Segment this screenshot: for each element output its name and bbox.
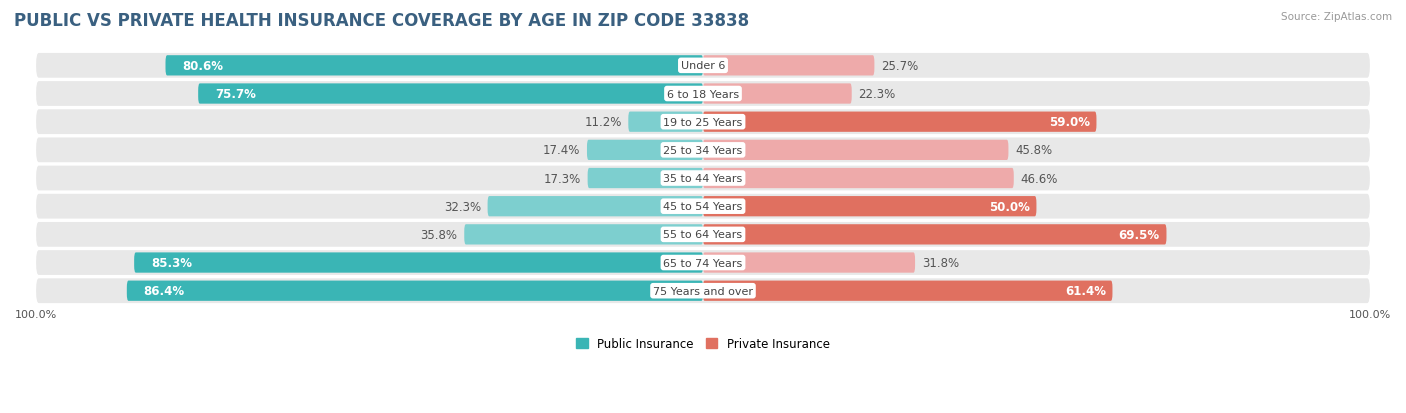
- FancyBboxPatch shape: [703, 112, 1097, 133]
- FancyBboxPatch shape: [703, 140, 1008, 161]
- Text: 22.3%: 22.3%: [859, 88, 896, 101]
- Text: 45 to 54 Years: 45 to 54 Years: [664, 202, 742, 212]
- FancyBboxPatch shape: [37, 82, 1369, 107]
- FancyBboxPatch shape: [37, 110, 1369, 135]
- Text: 65 to 74 Years: 65 to 74 Years: [664, 258, 742, 268]
- Text: 17.3%: 17.3%: [544, 172, 581, 185]
- FancyBboxPatch shape: [588, 169, 703, 189]
- Text: 25.7%: 25.7%: [882, 60, 918, 73]
- FancyBboxPatch shape: [37, 251, 1369, 275]
- Text: 25 to 34 Years: 25 to 34 Years: [664, 145, 742, 155]
- FancyBboxPatch shape: [703, 84, 852, 104]
- FancyBboxPatch shape: [488, 197, 703, 217]
- Text: 85.3%: 85.3%: [150, 256, 191, 269]
- Text: 35 to 44 Years: 35 to 44 Years: [664, 173, 742, 184]
- Text: 69.5%: 69.5%: [1119, 228, 1160, 241]
- FancyBboxPatch shape: [703, 225, 1167, 245]
- Text: 46.6%: 46.6%: [1021, 172, 1057, 185]
- Legend: Public Insurance, Private Insurance: Public Insurance, Private Insurance: [571, 332, 835, 355]
- FancyBboxPatch shape: [586, 140, 703, 161]
- FancyBboxPatch shape: [37, 195, 1369, 219]
- Text: Under 6: Under 6: [681, 61, 725, 71]
- FancyBboxPatch shape: [37, 279, 1369, 304]
- Text: Source: ZipAtlas.com: Source: ZipAtlas.com: [1281, 12, 1392, 22]
- FancyBboxPatch shape: [134, 253, 703, 273]
- FancyBboxPatch shape: [166, 56, 703, 76]
- Text: 11.2%: 11.2%: [585, 116, 621, 129]
- Text: 80.6%: 80.6%: [183, 60, 224, 73]
- Text: 17.4%: 17.4%: [543, 144, 581, 157]
- Text: 75 Years and over: 75 Years and over: [652, 286, 754, 296]
- FancyBboxPatch shape: [37, 223, 1369, 247]
- FancyBboxPatch shape: [703, 281, 1112, 301]
- FancyBboxPatch shape: [37, 54, 1369, 78]
- Text: PUBLIC VS PRIVATE HEALTH INSURANCE COVERAGE BY AGE IN ZIP CODE 33838: PUBLIC VS PRIVATE HEALTH INSURANCE COVER…: [14, 12, 749, 30]
- FancyBboxPatch shape: [703, 253, 915, 273]
- FancyBboxPatch shape: [37, 138, 1369, 163]
- Text: 35.8%: 35.8%: [420, 228, 457, 241]
- FancyBboxPatch shape: [703, 169, 1014, 189]
- FancyBboxPatch shape: [628, 112, 703, 133]
- Text: 32.3%: 32.3%: [444, 200, 481, 213]
- FancyBboxPatch shape: [37, 166, 1369, 191]
- Text: 86.4%: 86.4%: [143, 285, 184, 297]
- FancyBboxPatch shape: [703, 56, 875, 76]
- FancyBboxPatch shape: [127, 281, 703, 301]
- Text: 59.0%: 59.0%: [1049, 116, 1090, 129]
- Text: 75.7%: 75.7%: [215, 88, 256, 101]
- FancyBboxPatch shape: [703, 197, 1036, 217]
- Text: 31.8%: 31.8%: [922, 256, 959, 269]
- Text: 45.8%: 45.8%: [1015, 144, 1052, 157]
- Text: 55 to 64 Years: 55 to 64 Years: [664, 230, 742, 240]
- FancyBboxPatch shape: [198, 84, 703, 104]
- Text: 50.0%: 50.0%: [988, 200, 1029, 213]
- Text: 6 to 18 Years: 6 to 18 Years: [666, 89, 740, 99]
- Text: 19 to 25 Years: 19 to 25 Years: [664, 117, 742, 127]
- FancyBboxPatch shape: [464, 225, 703, 245]
- Text: 61.4%: 61.4%: [1064, 285, 1105, 297]
